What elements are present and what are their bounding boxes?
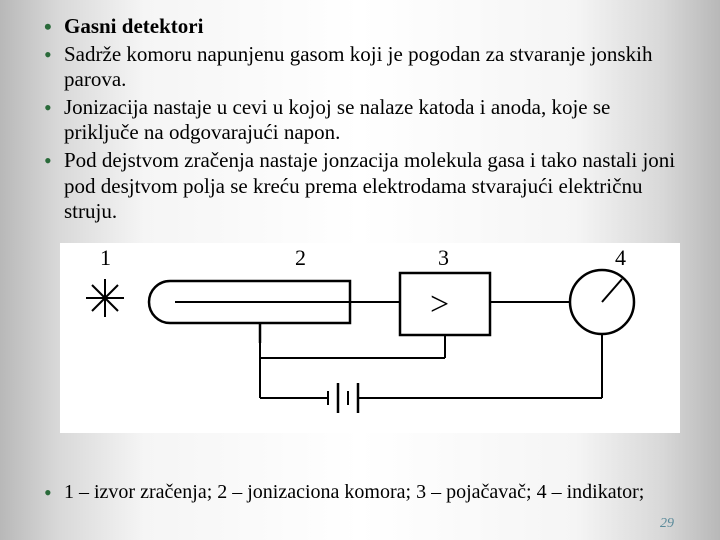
page-number: 29 xyxy=(660,516,674,532)
label-2: 2 xyxy=(295,245,306,270)
bullet-list-region: Gasni detektori Sadrže komoru napunjenu … xyxy=(0,0,720,225)
bullet-item-2: Sadrže komoru napunjenu gasom koji je po… xyxy=(40,42,680,93)
caption-region: 1 – izvor zračenja; 2 – jonizaciona komo… xyxy=(40,480,680,506)
circuit-diagram: 1 2 3 4 > xyxy=(60,243,680,433)
label-4: 4 xyxy=(615,245,626,270)
bullet-item-3: Jonizacija nastaje u cevi u kojoj se nal… xyxy=(40,95,680,146)
caption-text: 1 – izvor zračenja; 2 – jonizaciona komo… xyxy=(40,480,680,504)
radiation-source-icon xyxy=(86,279,124,317)
bullet-item-4: Pod dejstvom zračenja nastaje jonzacija … xyxy=(40,148,680,225)
label-1: 1 xyxy=(100,245,111,270)
bullet-item-1: Gasni detektori xyxy=(40,14,680,40)
bullet-list: Gasni detektori Sadrže komoru napunjenu … xyxy=(40,14,680,225)
amplifier-icon: > xyxy=(400,273,490,335)
indicator-icon xyxy=(570,270,634,334)
svg-text:>: > xyxy=(430,286,449,323)
label-3: 3 xyxy=(438,245,449,270)
bottom-circuit-wires xyxy=(260,334,602,413)
ionization-chamber-icon xyxy=(149,281,360,343)
circuit-svg: 1 2 3 4 > xyxy=(60,243,660,433)
